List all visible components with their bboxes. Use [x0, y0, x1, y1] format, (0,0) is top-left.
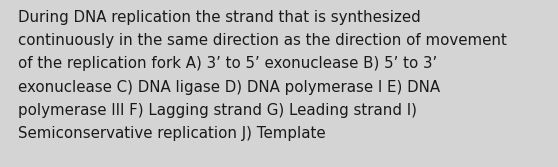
Text: Semiconservative replication J) Template: Semiconservative replication J) Template — [18, 126, 326, 141]
Text: of the replication fork A) 3’ to 5’ exonuclease B) 5’ to 3’: of the replication fork A) 3’ to 5’ exon… — [18, 56, 437, 71]
Text: exonuclease C) DNA ligase D) DNA polymerase I E) DNA: exonuclease C) DNA ligase D) DNA polymer… — [18, 80, 440, 95]
Text: continuously in the same direction as the direction of movement: continuously in the same direction as th… — [18, 33, 507, 48]
Text: polymerase III F) Lagging strand G) Leading strand I): polymerase III F) Lagging strand G) Lead… — [18, 103, 417, 118]
Text: During DNA replication the strand that is synthesized: During DNA replication the strand that i… — [18, 10, 421, 25]
